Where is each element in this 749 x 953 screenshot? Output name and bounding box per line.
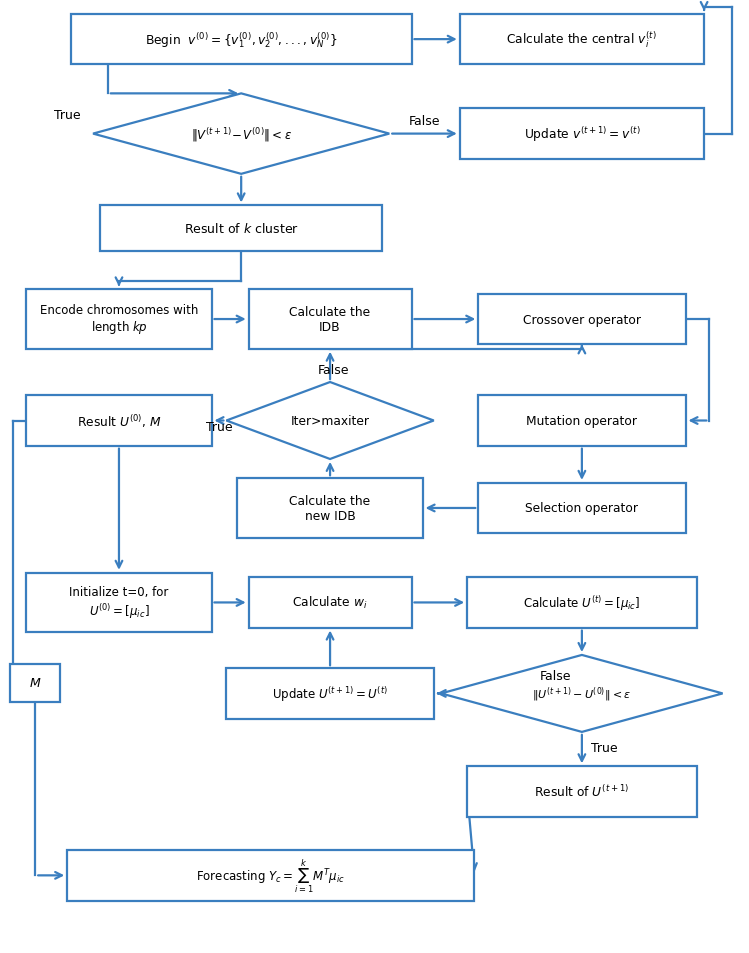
Text: Result of $k$ cluster: Result of $k$ cluster — [184, 222, 299, 235]
Text: Mutation operator: Mutation operator — [527, 415, 637, 428]
Text: Selection operator: Selection operator — [525, 502, 638, 515]
Text: False: False — [540, 670, 571, 682]
Text: Update $U^{(t+1)}=U^{(t)}$: Update $U^{(t+1)}=U^{(t)}$ — [272, 684, 388, 703]
FancyBboxPatch shape — [460, 15, 704, 65]
Text: Calculate $w_i$: Calculate $w_i$ — [292, 595, 368, 611]
FancyBboxPatch shape — [460, 110, 704, 159]
FancyBboxPatch shape — [26, 395, 211, 446]
Text: Result of $U^{(t+1)}$: Result of $U^{(t+1)}$ — [534, 783, 629, 800]
Text: Encode chromosomes with
length $kp$: Encode chromosomes with length $kp$ — [40, 303, 198, 335]
FancyBboxPatch shape — [71, 15, 411, 65]
Text: True: True — [206, 420, 232, 434]
Text: Calculate $U^{(t)}=[\mu_{ic}]$: Calculate $U^{(t)}=[\mu_{ic}]$ — [524, 594, 640, 612]
FancyBboxPatch shape — [26, 290, 211, 350]
FancyBboxPatch shape — [67, 850, 474, 901]
Text: Begin  $v^{(0)}=\{v_1^{(0)},v_2^{(0)},...,v_N^{(0)}\}$: Begin $v^{(0)}=\{v_1^{(0)},v_2^{(0)},...… — [145, 30, 338, 50]
Text: Result $U^{(0)}$, $M$: Result $U^{(0)}$, $M$ — [76, 413, 161, 430]
Text: False: False — [409, 115, 440, 129]
FancyBboxPatch shape — [467, 766, 697, 817]
FancyBboxPatch shape — [478, 294, 685, 345]
Text: Calculate the
new IDB: Calculate the new IDB — [290, 495, 371, 522]
Text: Forecasting $Y_c=\sum_{i=1}^k M^T \mu_{ic}$: Forecasting $Y_c=\sum_{i=1}^k M^T \mu_{i… — [196, 857, 345, 894]
Text: Update $v^{(t+1)}=v^{(t)}$: Update $v^{(t+1)}=v^{(t)}$ — [524, 125, 640, 144]
Text: Calculate the
IDB: Calculate the IDB — [290, 306, 371, 334]
FancyBboxPatch shape — [478, 395, 685, 446]
FancyBboxPatch shape — [249, 290, 411, 350]
Polygon shape — [93, 94, 389, 174]
Text: Calculate the central $v_i^{(t)}$: Calculate the central $v_i^{(t)}$ — [506, 30, 658, 51]
Text: False: False — [318, 363, 350, 376]
FancyBboxPatch shape — [237, 478, 422, 538]
FancyBboxPatch shape — [478, 483, 685, 534]
Text: $\|U^{(t+1)}-U^{(0)}\| < \varepsilon$: $\|U^{(t+1)}-U^{(0)}\| < \varepsilon$ — [533, 684, 631, 703]
Text: $M$: $M$ — [29, 677, 41, 690]
FancyBboxPatch shape — [100, 206, 382, 252]
FancyBboxPatch shape — [226, 668, 434, 719]
Text: True: True — [54, 109, 80, 121]
Text: $\|V^{(t+1)}{-}\,V^{(0)}\| < \varepsilon$: $\|V^{(t+1)}{-}\,V^{(0)}\| < \varepsilon… — [191, 126, 291, 143]
Polygon shape — [226, 382, 434, 459]
Polygon shape — [441, 656, 723, 732]
FancyBboxPatch shape — [10, 664, 61, 702]
FancyBboxPatch shape — [467, 578, 697, 628]
FancyBboxPatch shape — [249, 578, 411, 628]
Text: Crossover operator: Crossover operator — [523, 314, 641, 326]
Text: Initialize t=0, for
$U^{(0)}=[\mu_{ic}]$: Initialize t=0, for $U^{(0)}=[\mu_{ic}]$ — [70, 585, 169, 620]
Text: Iter>maxiter: Iter>maxiter — [291, 415, 369, 428]
Text: True: True — [591, 741, 617, 754]
FancyBboxPatch shape — [26, 573, 211, 633]
